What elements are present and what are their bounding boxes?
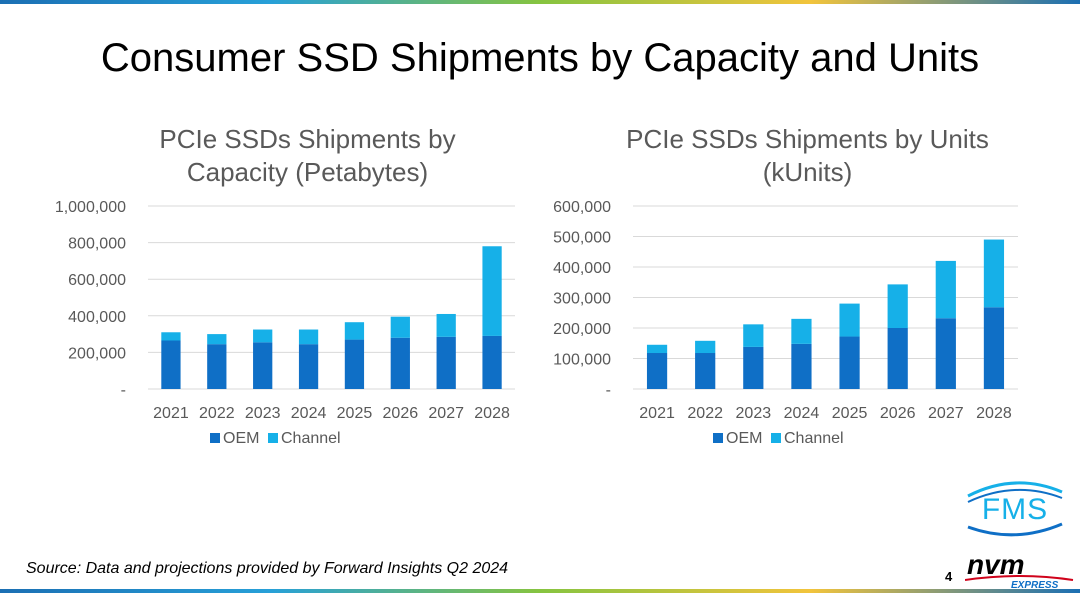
units-y-tick-label: 600,000 [553,199,611,216]
capacity-bar-oem-2024 [298,344,319,389]
units-bar-oem-2028 [983,307,1005,389]
capacity-legend-label-channel: Channel [281,430,341,447]
nvm-logo-text: nvm [967,550,1025,580]
top-stripe [0,0,1080,4]
units-bar-oem-2025 [839,336,860,389]
capacity-bar-oem-2022 [207,344,227,389]
units-bar-channel-2023 [743,324,764,347]
units-bar-channel-2022 [695,340,716,354]
capacity-y-tick-label: 1,000,000 [55,199,126,216]
units-bar-oem-2027 [935,318,956,389]
capacity-x-tick-label: 2027 [428,405,464,422]
capacity-bar-channel-2027 [436,313,456,337]
fms-logo-text: FMS [982,493,1048,526]
page-number: 4 [945,569,953,584]
slide-title: Consumer SSD Shipments by Capacity and U… [100,36,980,80]
capacity-bar-channel-2023 [253,329,273,343]
units-bar-channel-2028 [983,239,1005,308]
units-bar-channel-2024 [791,318,812,344]
capacity-x-tick-label: 2026 [383,405,419,422]
units-x-tick-label: 2026 [880,405,916,422]
units-y-tick-label: 300,000 [553,291,611,308]
units-bar-channel-2026 [887,284,908,328]
capacity-x-tick-label: 2021 [153,405,189,422]
capacity-bar-oem-2027 [436,336,456,389]
capacity-bar-channel-2026 [390,316,410,338]
capacity-bar-oem-2023 [253,342,273,389]
units-bar-oem-2021 [646,353,668,389]
capacity-bar-channel-2025 [344,322,365,340]
units-bar-channel-2025 [839,303,860,337]
units-chart-svg: PCIe SSDs Shipments by Units(kUnits) - 100… [553,124,1018,447]
capacity-bar-oem-2028 [482,335,502,389]
units-bar-oem-2026 [887,328,908,389]
units-legend-label-channel: Channel [784,430,844,447]
units-x-tick-label: 2021 [639,405,675,422]
units-x-tick-label: 2025 [832,405,868,422]
capacity-x-tick-label: 2022 [199,405,235,422]
fms-logo: FMS [967,481,1063,537]
units-x-tick-label: 2023 [736,405,772,422]
units-legend-swatch-oem [713,433,723,443]
units-chart-title-line: (kUnits) [763,157,853,187]
units-bar-channel-2021 [646,344,668,354]
capacity-bar-oem-2026 [390,337,410,389]
units-legend-swatch-channel [771,433,781,443]
capacity-y-tick-label: 400,000 [68,309,126,326]
source-note: Source: Data and projections provided by… [26,560,509,577]
capacity-chart-title-line: Capacity (Petabytes) [187,157,428,187]
units-chart: PCIe SSDs Shipments by Units (kUnits) - 100… [525,118,1045,468]
units-legend-label-oem: OEM [726,430,762,447]
units-bar-oem-2024 [791,343,812,389]
capacity-bar-channel-2028 [482,246,502,336]
units-y-tick-label: 100,000 [553,352,611,369]
capacity-chart: PCIe SSDs Shipments by Capacity (Petabyte… [20,118,540,468]
nvm-express-logo: nvm EXPRESS [965,550,1074,590]
capacity-x-tick-label: 2028 [474,405,510,422]
capacity-y-tick-label: 600,000 [68,272,126,289]
capacity-bar-oem-2025 [344,339,365,389]
capacity-x-tick-label: 2023 [245,405,281,422]
capacity-bar-oem-2021 [161,340,181,389]
capacity-bar-channel-2024 [298,329,319,345]
units-y-tick-label: 500,000 [553,230,611,247]
units-x-tick-label: 2028 [976,405,1012,422]
capacity-y-tick-label: 800,000 [68,236,126,253]
units-bar-oem-2023 [743,346,764,389]
capacity-y-tick-label: 200,000 [68,345,126,362]
units-bar-channel-2027 [935,260,956,319]
nvm-express-text: EXPRESS [1011,580,1059,590]
units-x-tick-label: 2027 [928,405,964,422]
capacity-legend-label-oem: OEM [223,430,259,447]
capacity-bar-channel-2021 [161,332,181,341]
capacity-chart-title-line: PCIe SSDs Shipments by [159,124,455,154]
capacity-y-tick-label: - [121,382,126,399]
units-y-tick-label: 200,000 [553,321,611,338]
units-bar-oem-2022 [695,353,716,389]
capacity-x-tick-label: 2024 [291,405,327,422]
capacity-legend-swatch-channel [268,433,278,443]
units-y-tick-label: - [606,382,611,399]
capacity-legend-swatch-oem [210,433,220,443]
units-x-tick-label: 2022 [687,405,723,422]
capacity-bar-channel-2022 [207,334,227,345]
capacity-x-tick-label: 2025 [337,405,373,422]
units-chart-title-line: PCIe SSDs Shipments by Units [626,124,989,154]
bottom-stripe [0,589,1080,593]
units-x-tick-label: 2024 [784,405,820,422]
units-y-tick-label: 400,000 [553,260,611,277]
